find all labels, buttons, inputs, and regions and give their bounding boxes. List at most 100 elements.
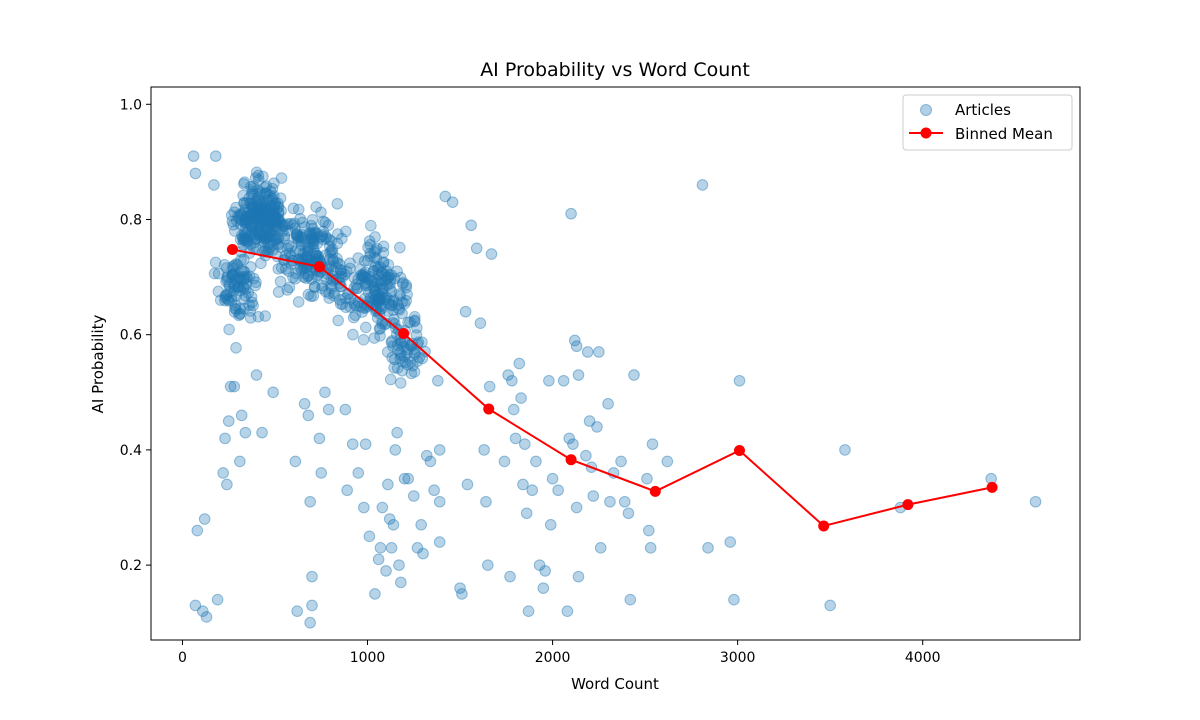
scatter-point [247, 207, 260, 219]
scatter-point [209, 150, 222, 162]
scatter-point [238, 207, 251, 219]
scatter-point [264, 223, 277, 235]
scatter-point [242, 217, 254, 229]
binned-mean-point [483, 403, 495, 415]
scatter-point [238, 197, 250, 209]
scatter-point [304, 616, 316, 629]
scatter-point [339, 292, 351, 305]
scatter-point [240, 278, 253, 290]
scatter-point [282, 239, 295, 252]
scatter-point [295, 231, 308, 244]
scatter-point [258, 181, 271, 194]
scatter-point [581, 346, 594, 358]
scatter-point [359, 278, 371, 290]
scatter-point [275, 241, 287, 253]
scatter-point [264, 224, 277, 237]
scatter-point [336, 271, 349, 283]
scatter-point [257, 229, 269, 241]
plot-area [187, 150, 1042, 629]
scatter-point [239, 426, 252, 439]
scatter-point [238, 176, 251, 189]
scatter-point [250, 276, 262, 289]
scatter-point [285, 241, 298, 253]
scatter-point [334, 264, 347, 276]
scatter-point [260, 202, 272, 214]
scatter-point [326, 243, 339, 256]
scatter-point [369, 286, 382, 299]
scatter-point [224, 286, 236, 298]
scatter-point [244, 197, 256, 209]
scatter-point [644, 542, 657, 554]
scatter-point [304, 228, 317, 240]
scatter-point [217, 467, 229, 479]
scatter-point [306, 228, 319, 241]
scatter-point [238, 232, 251, 245]
scatter-point [267, 221, 279, 233]
scatter-point [375, 274, 387, 287]
scatter-point [351, 282, 364, 294]
scatter-point [375, 266, 388, 279]
scatter-point [305, 290, 317, 303]
scatter-point [379, 293, 391, 306]
scatter-point [618, 495, 631, 508]
scatter-point [334, 298, 347, 310]
scatter-point [372, 276, 384, 288]
scatter-point [200, 611, 213, 623]
scatter-point [268, 215, 281, 228]
scatter-point [260, 221, 272, 234]
scatter-point [241, 210, 254, 223]
scatter-point [239, 216, 252, 229]
scatter-point [306, 238, 319, 251]
scatter-point [470, 242, 483, 255]
scatter-point [387, 304, 399, 317]
scatter-point [252, 174, 265, 186]
x-axis-ticks: 0 1000 2000 3000 4000 [178, 640, 941, 666]
scatter-point [383, 297, 395, 310]
scatter-point [298, 271, 310, 283]
scatter-point [424, 455, 437, 468]
scatter-point [262, 194, 274, 207]
scatter-point [350, 278, 362, 291]
binned-mean-point [649, 485, 661, 497]
scatter-point [262, 230, 274, 243]
scatter-point [247, 299, 259, 312]
scatter-point [478, 444, 490, 456]
scatter-point [369, 285, 381, 297]
scatter-point [291, 605, 303, 617]
scatter-point [307, 235, 320, 248]
scatter-point [323, 240, 336, 253]
legend: Articles Binned Mean [902, 94, 1073, 151]
scatter-point [240, 210, 252, 223]
scatter-point [359, 266, 372, 279]
scatter-point [361, 277, 373, 289]
x-tick-label: 4000 [905, 650, 941, 666]
scatter-point [398, 472, 411, 485]
scatter-point [239, 229, 252, 241]
scatter-point [316, 230, 328, 243]
scatter-point [268, 190, 280, 202]
scatter-point [386, 351, 398, 364]
scatter-point [323, 287, 335, 300]
scatter-point [394, 289, 407, 302]
scatter-point [234, 303, 246, 315]
scatter-point [383, 513, 396, 525]
scatter-point [281, 224, 294, 237]
scatter-point [246, 225, 258, 238]
scatter-point [238, 234, 251, 246]
scatter-point [331, 252, 343, 265]
scatter-point [230, 341, 242, 354]
scatter-point [570, 501, 583, 514]
scatter-point [225, 209, 238, 222]
scatter-point [376, 501, 389, 514]
scatter-point [220, 289, 232, 301]
scatter-point [306, 570, 318, 583]
scatter-point [256, 196, 269, 209]
scatter-point [221, 478, 233, 491]
scatter-point [302, 288, 315, 301]
scatter-point [244, 312, 257, 324]
scatter-point [364, 247, 376, 260]
scatter-point [396, 296, 408, 309]
scatter-point [226, 269, 239, 281]
scatter-point [273, 213, 285, 225]
scatter-point [245, 291, 258, 303]
